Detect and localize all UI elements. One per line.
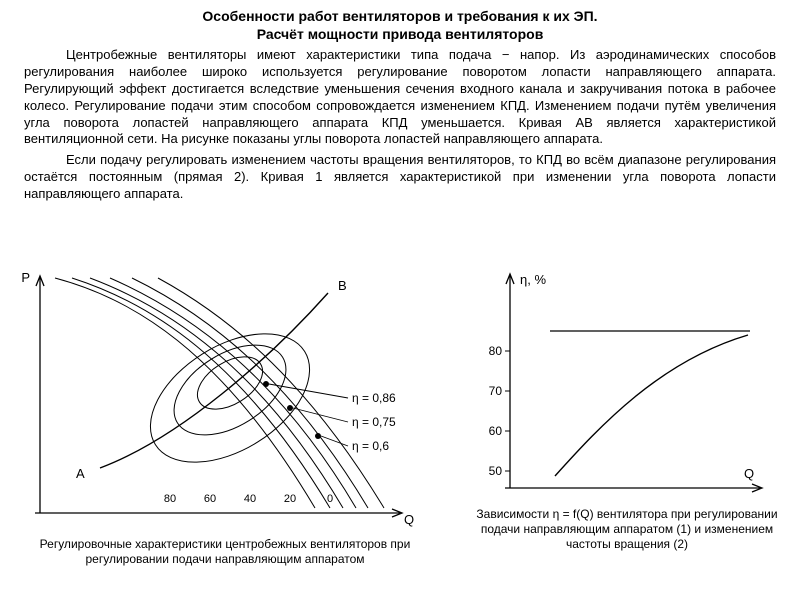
- title-line1: Особенности работ вентиляторов и требова…: [0, 8, 800, 26]
- svg-text:40: 40: [244, 493, 256, 505]
- svg-text:80: 80: [489, 344, 503, 358]
- chart-left: P Q η = 0,6 η = 0,75 η = 0,86 А В 80 60 40 20 0…: [20, 268, 430, 567]
- svg-text:0: 0: [327, 493, 333, 505]
- figures-row: P Q η = 0,6 η = 0,75 η = 0,86 А В 80 60 40 20 0…: [0, 268, 800, 600]
- svg-text:η = 0,75: η = 0,75: [352, 415, 396, 429]
- caption-right: Зависимости η = f(Q) вентилятора при рег…: [472, 507, 782, 552]
- axis-y-label: P: [21, 270, 30, 285]
- paragraph-2-text: Если подачу регулировать изменением част…: [24, 152, 776, 201]
- svg-text:20: 20: [284, 493, 296, 505]
- paragraph-1: Центробежные вентиляторы имеют характери…: [0, 43, 800, 148]
- svg-text:2: 2: [690, 312, 697, 327]
- paragraph-2: Если подачу регулировать изменением част…: [0, 148, 800, 203]
- svg-text:В: В: [338, 278, 347, 293]
- chart-right-svg: η, % Q 50 60 70 80 2 1: [472, 268, 772, 498]
- svg-text:80: 80: [164, 493, 176, 505]
- svg-text:1: 1: [662, 376, 669, 391]
- axis-y-label-r: η, %: [520, 272, 546, 287]
- svg-text:60: 60: [204, 493, 216, 505]
- svg-text:60: 60: [489, 424, 503, 438]
- svg-text:70: 70: [489, 384, 503, 398]
- svg-text:η = 0,6: η = 0,6: [352, 439, 389, 453]
- chart-left-svg: P Q η = 0,6 η = 0,75 η = 0,86 А В 80 60 40 20 0: [20, 268, 430, 528]
- axis-x-label: Q: [404, 512, 414, 527]
- caption-left: Регулировочные характеристики центробежн…: [20, 537, 430, 567]
- svg-text:50: 50: [489, 464, 503, 478]
- title-line2: Расчёт мощности привода вентиляторов: [0, 26, 800, 44]
- paragraph-1-text: Центробежные вентиляторы имеют характери…: [24, 47, 776, 146]
- svg-text:А: А: [76, 466, 85, 481]
- chart-right: η, % Q 50 60 70 80 2 1 Зависимости η = f(Q) …: [472, 268, 782, 552]
- axis-x-label-r: Q: [744, 466, 754, 481]
- svg-text:η = 0,86: η = 0,86: [352, 391, 396, 405]
- page-title: Особенности работ вентиляторов и требова…: [0, 0, 800, 43]
